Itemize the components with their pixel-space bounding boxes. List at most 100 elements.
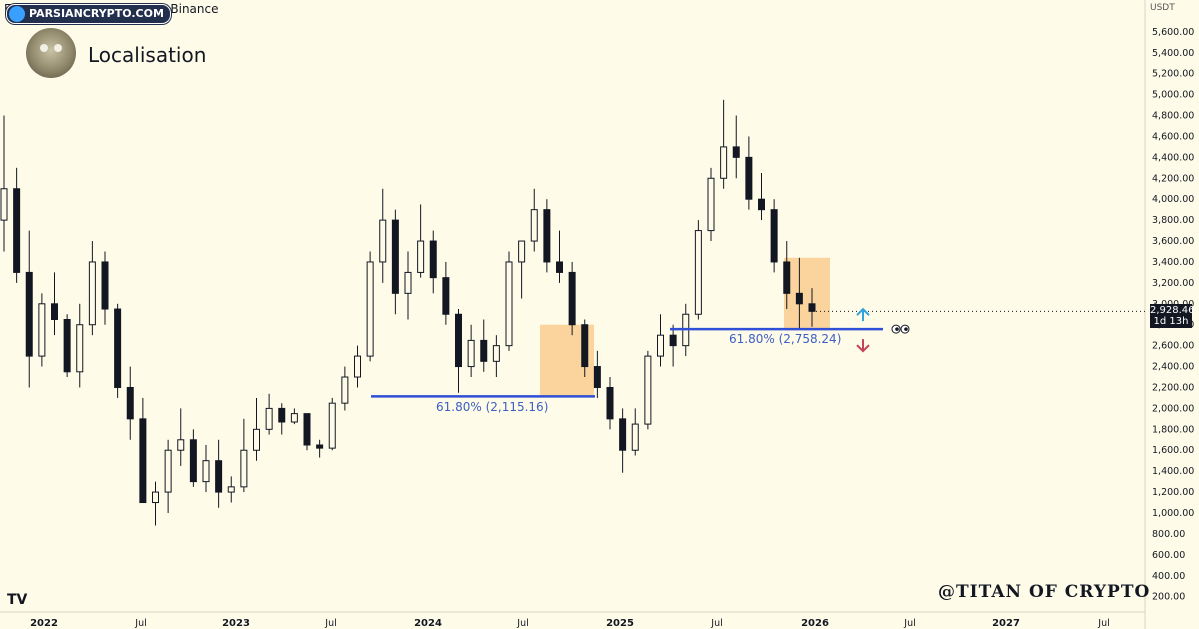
y-tick-label: 5,000.00 [1152, 90, 1194, 101]
y-tick-label: 4,400.00 [1152, 152, 1194, 163]
candle-body [51, 303, 58, 320]
candle-body [354, 355, 361, 378]
page-title: Localisation [88, 43, 207, 67]
y-tick-label: 5,600.00 [1152, 27, 1194, 38]
last-price-box: 2,928.46 1d 13h [1150, 304, 1195, 328]
y-tick-label: 4,200.00 [1152, 173, 1194, 184]
candle-body [581, 324, 589, 368]
candle-body [442, 277, 450, 315]
candle-body [492, 345, 500, 362]
candle-body [631, 423, 639, 451]
site-badge[interactable]: PARSIANCRYPTO.COM [6, 4, 171, 24]
fib-level-label-1: 61.80% (2,115.16) [436, 400, 549, 414]
y-tick-label: 4,000.00 [1152, 194, 1194, 205]
y-tick-label: 2,200.00 [1152, 382, 1194, 393]
x-tick-label: 2026 [801, 618, 829, 629]
candle-body [240, 449, 248, 488]
candle-body [366, 261, 374, 357]
y-tick-label: 1,000.00 [1152, 508, 1194, 519]
y-tick-label: 3,200.00 [1152, 278, 1194, 289]
candle-body [202, 460, 210, 483]
candle-body [139, 418, 147, 504]
candle-body [429, 240, 437, 279]
candle-body [808, 303, 816, 312]
y-tick-label: 1,400.00 [1152, 466, 1194, 477]
eyes-icon [895, 327, 899, 331]
candle-body [391, 219, 399, 294]
y-tick-label: 1,600.00 [1152, 445, 1194, 456]
axis-unit: USDT [1150, 3, 1175, 13]
candle-body [770, 209, 778, 263]
y-tick-label: 3,600.00 [1152, 236, 1194, 247]
candle-body [758, 198, 765, 211]
candle-body [783, 261, 791, 294]
candle-body [114, 308, 122, 388]
candle-body [530, 209, 538, 242]
candle-body [101, 261, 109, 310]
candle-body [38, 303, 46, 357]
candle-body [543, 209, 551, 263]
up-arrow-icon [856, 307, 870, 322]
candle-body [76, 324, 84, 373]
candle-body [657, 334, 664, 357]
candle-body [593, 366, 601, 388]
candle-body [126, 386, 134, 420]
x-tick-label: Jul [903, 618, 915, 629]
candle-body [303, 413, 311, 446]
candle-body [745, 156, 753, 200]
avatar [26, 28, 76, 78]
y-tick-label: 3,400.00 [1152, 257, 1194, 268]
y-tick-label: 4,800.00 [1152, 111, 1194, 122]
candle-body [0, 188, 8, 221]
bar-countdown: 1d 13h [1153, 316, 1189, 327]
candle-body [215, 460, 223, 493]
candle-body [606, 386, 614, 420]
candle-body [278, 407, 286, 423]
candle-body [88, 261, 96, 326]
y-tick-label: 5,400.00 [1152, 48, 1194, 59]
candle-body [404, 271, 412, 294]
y-tick-label: 800.00 [1152, 529, 1185, 540]
candle-body [568, 271, 576, 326]
y-tick-label: 2,000.00 [1152, 403, 1194, 414]
avatar-eye-icon [54, 44, 62, 52]
watermark: @TITAN OF CRYPTO [938, 582, 1151, 602]
x-tick-label: Jul [1097, 618, 1109, 629]
y-tick-label: 1,200.00 [1152, 487, 1194, 498]
y-tick-label: 400.00 [1152, 571, 1185, 582]
fib-level-label-2: 61.80% (2,758.24) [729, 332, 842, 346]
candle-body [720, 146, 728, 179]
x-tick-label: Jul [324, 618, 336, 629]
badge-text: PARSIANCRYPTO.COM [29, 7, 164, 20]
x-tick-label: 2023 [222, 618, 250, 629]
candle-body [265, 407, 273, 430]
x-tick-label: Jul [134, 618, 146, 629]
candle-body [63, 318, 71, 373]
candle-body [189, 439, 197, 483]
y-tick-label: 5,200.00 [1152, 69, 1194, 80]
x-tick-label: Jul [516, 618, 528, 629]
candle-body [328, 402, 336, 449]
candle-body [455, 313, 462, 368]
candle-body [644, 355, 652, 425]
candle-body [316, 444, 324, 449]
candle-body [227, 486, 235, 493]
candle-body [480, 339, 488, 362]
candle-body [556, 261, 563, 273]
y-tick-label: 2,400.00 [1152, 362, 1194, 373]
y-tick-label: 2,600.00 [1152, 341, 1194, 352]
candle-body [795, 292, 803, 305]
candle-body [379, 219, 387, 263]
x-tick-label: 2024 [414, 618, 442, 629]
eyes-icon [904, 327, 908, 331]
y-tick-label: 1,800.00 [1152, 424, 1194, 435]
x-tick-label: Jul [710, 618, 722, 629]
candle-body [341, 376, 349, 404]
y-tick-label: 4,600.00 [1152, 131, 1194, 142]
tradingview-logo-icon: TV [7, 592, 28, 608]
last-price: 2,928.46 [1150, 305, 1195, 316]
candle-body [518, 240, 526, 263]
candle-body [694, 230, 702, 315]
y-tick-label: 3,800.00 [1152, 215, 1194, 226]
